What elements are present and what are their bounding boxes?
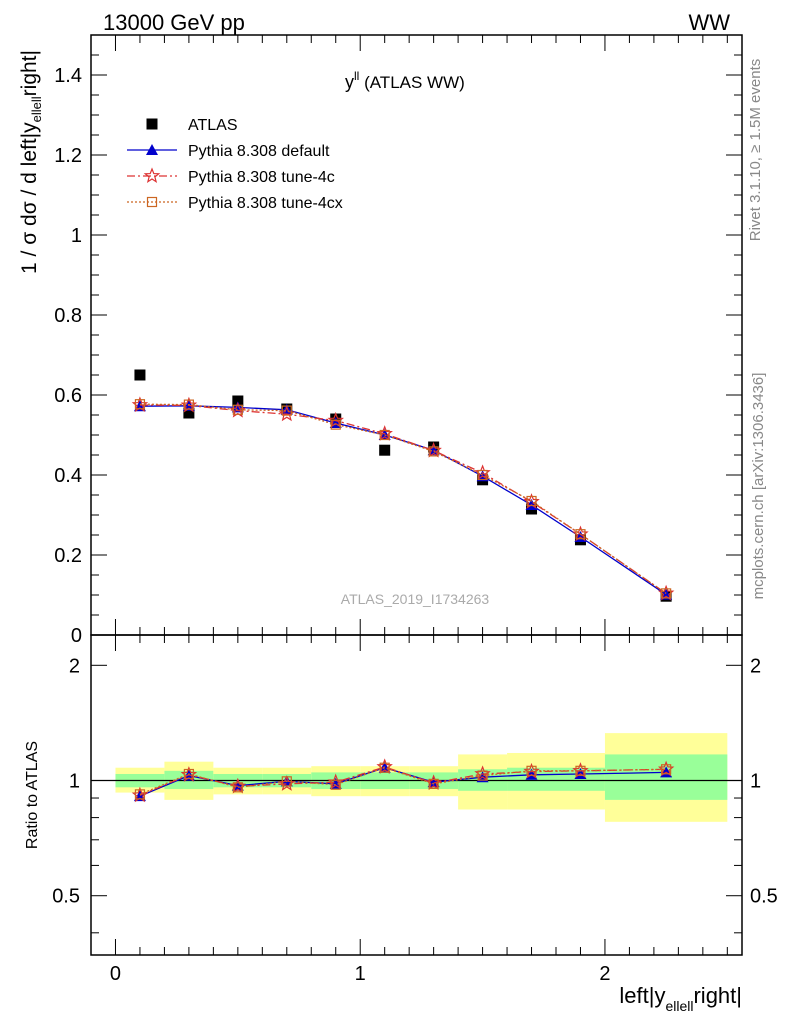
data-point [232, 404, 243, 415]
data-point [575, 765, 586, 776]
ratio-y-tick-label: 2 [69, 655, 80, 677]
main-panel: 0 0.2 0.4 0.6 0.8 1 1.2 1.4 [54, 34, 743, 647]
series-line [139, 403, 667, 594]
y-tick-label: 1.4 [54, 65, 82, 87]
y-tick-label: 0.8 [54, 305, 82, 327]
data-point [327, 411, 345, 428]
y-tick-label: 0.4 [54, 465, 82, 487]
data-point [183, 768, 194, 780]
mcplots-label: mcplots.cern.ch [arXiv:1306.3436] [750, 373, 767, 600]
data-point [281, 776, 292, 787]
ratio-uncertainty-bands [115, 733, 728, 822]
ratio-y-tick-label: 1 [69, 771, 80, 793]
data-point [379, 444, 391, 456]
ratio-y-tick-label-right: 2 [750, 655, 761, 677]
data-point [281, 405, 292, 416]
data-point [428, 446, 439, 457]
y-tick-label: 0.6 [54, 385, 82, 407]
legend-marker [146, 118, 158, 130]
data-point [330, 419, 341, 430]
data-point [526, 765, 537, 776]
header-left: 13000 GeV pp [103, 10, 245, 35]
data-point [661, 588, 672, 599]
ratio-y-tick-labels: 0.5 0.5 1 1 2 2 [52, 655, 778, 907]
main-axis-ticks [90, 34, 742, 636]
y-tick-label: 0 [71, 625, 82, 647]
legend-label: Pythia 8.308 tune-4cx [188, 195, 343, 212]
data-point [134, 789, 146, 800]
header-right: WW [688, 10, 730, 35]
data-point [134, 399, 146, 410]
data-point [477, 770, 488, 781]
data-point [428, 778, 439, 789]
data-point [379, 762, 390, 773]
y-tick-label: 1.2 [54, 145, 82, 167]
data-point [379, 429, 390, 441]
data-point [232, 782, 243, 793]
legend-label: Pythia 8.308 tune-4c [188, 169, 335, 186]
legend: ATLAS Pythia 8.308 default Pythia 8.308 tu… [127, 117, 343, 212]
ratio-y-tick-label-right: 0.5 [750, 886, 778, 908]
series-line [139, 404, 667, 594]
data-point [330, 779, 341, 790]
ratio-axis-ticks [90, 635, 742, 955]
data-point [134, 369, 146, 381]
y-tick-label: 1 [71, 225, 82, 247]
data-point [183, 407, 195, 419]
main-title: yll (ATLAS WW) [345, 69, 465, 92]
x-tick-label: 2 [599, 963, 610, 985]
data-point [526, 495, 537, 507]
y-axis-label-main: 1 / σ dσ / d left|yellellright| [18, 50, 44, 274]
data-point [575, 529, 586, 540]
series-line [139, 405, 667, 596]
rivet-label: Rivet 3.1.10, ≥ 1.5M events [747, 59, 764, 242]
x-tick-label: 1 [355, 963, 366, 985]
legend-marker [146, 144, 158, 155]
legend-marker [146, 196, 158, 208]
y-axis-label-ratio: Ratio to ATLAS [24, 741, 41, 849]
main-series [131, 369, 675, 602]
data-point [232, 395, 244, 407]
ratio-y-tick-label: 0.5 [52, 886, 80, 908]
analysis-watermark: ATLAS_2019_I1734263 [341, 591, 490, 607]
legend-marker [143, 167, 161, 184]
data-point [477, 469, 488, 481]
x-tick-labels: 0 1 2 [110, 963, 611, 985]
legend-label: Pythia 8.308 default [188, 143, 330, 160]
ratio-panel: 0.5 0.5 1 1 2 2 0 1 2 [52, 634, 778, 985]
x-tick-label: 0 [110, 963, 121, 985]
ratio-y-tick-label-right: 1 [750, 771, 761, 793]
ratio-frame [90, 634, 743, 956]
ratio-series [131, 758, 675, 803]
data-point [329, 777, 342, 789]
x-axis-label: left|yellellright| [619, 983, 742, 1014]
data-point [661, 764, 672, 775]
y-tick-label: 0.2 [54, 545, 82, 567]
data-point [183, 399, 194, 410]
main-y-tick-labels: 0 0.2 0.4 0.6 0.8 1 1.2 1.4 [54, 65, 82, 647]
legend-label: ATLAS [188, 117, 238, 134]
series-line [139, 767, 667, 796]
